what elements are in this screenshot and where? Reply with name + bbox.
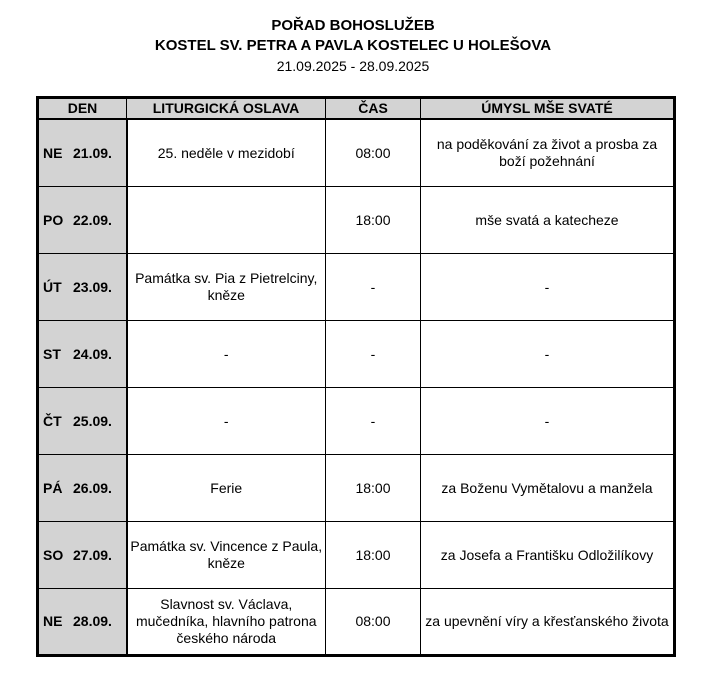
celebration-cell bbox=[126, 186, 326, 254]
day-name: NE bbox=[43, 144, 63, 161]
celebration-cell: 25. neděle v mezidobí bbox=[126, 118, 326, 187]
intention-cell: za Boženu Vymětalovu a manžela bbox=[420, 454, 675, 522]
day-cell: NE 28.09. bbox=[37, 588, 128, 656]
celebration-cell: - bbox=[126, 320, 326, 388]
day-date: 22.09. bbox=[73, 211, 112, 228]
document-header: POŘAD BOHOSLUŽEB KOSTEL SV. PETRA A PAVL… bbox=[0, 16, 706, 76]
day-date: 24.09. bbox=[73, 345, 112, 362]
day-date: 21.09. bbox=[73, 144, 112, 161]
time-cell: 18:00 bbox=[325, 186, 421, 254]
table-row: ÚT 23.09. Památka sv. Pia z Pietrelciny, k… bbox=[37, 253, 675, 321]
day-date: 26.09. bbox=[73, 479, 112, 496]
table-row: PÁ 26.09. Ferie 18:00 za Boženu Vymětalovu a… bbox=[37, 454, 675, 522]
day-name: ST bbox=[43, 345, 61, 362]
intention-cell: na poděkování za život a prosba za boží … bbox=[420, 118, 675, 187]
time-cell: - bbox=[325, 253, 421, 321]
time-cell: 18:00 bbox=[325, 521, 421, 589]
intention-cell: za Josefa a Františku Odložilíkovy bbox=[420, 521, 675, 589]
day-cell: PO 22.09. bbox=[37, 186, 128, 254]
celebration-cell: Slavnost sv. Václava, mučedníka, hlavníh… bbox=[126, 588, 326, 656]
day-name: SO bbox=[43, 546, 64, 563]
table-row: ST 24.09. - - - bbox=[37, 320, 675, 388]
header-time: ČAS bbox=[325, 97, 421, 120]
intention-cell: - bbox=[420, 253, 675, 321]
schedule-table: DEN LITURGICKÁ OSLAVA ČAS ÚMYSL MŠE SVAT… bbox=[36, 96, 676, 657]
intention-cell: - bbox=[420, 320, 675, 388]
time-cell: 18:00 bbox=[325, 454, 421, 522]
celebration-cell: Památka sv. Vincence z Paula, kněze bbox=[126, 521, 326, 589]
intention-cell: mše svatá a katecheze bbox=[420, 186, 675, 254]
day-name: ÚT bbox=[43, 278, 62, 295]
day-date: 27.09. bbox=[73, 546, 112, 563]
table-row: NE 28.09. Slavnost sv. Václava, mučedníka,… bbox=[37, 588, 675, 656]
header-row: DEN LITURGICKÁ OSLAVA ČAS ÚMYSL MŠE SVAT… bbox=[37, 97, 675, 120]
day-cell: ÚT 23.09. bbox=[37, 253, 128, 321]
header-intention: ÚMYSL MŠE SVATÉ bbox=[420, 97, 675, 120]
intention-cell: za upevnění víry a křesťanského života bbox=[420, 588, 675, 656]
day-date: 25.09. bbox=[73, 412, 112, 429]
day-name: ČT bbox=[43, 412, 62, 429]
time-cell: 08:00 bbox=[325, 118, 421, 187]
day-name: PO bbox=[43, 211, 64, 228]
day-cell: ST 24.09. bbox=[37, 320, 128, 388]
time-cell: - bbox=[325, 387, 421, 455]
celebration-cell: Památka sv. Pia z Pietrelciny, kněze bbox=[126, 253, 326, 321]
header-day: DEN bbox=[37, 97, 127, 120]
table-row: NE 21.09. 25. neděle v mezidobí 08:00 na pod… bbox=[37, 118, 675, 187]
table-row: ČT 25.09. - - - bbox=[37, 387, 675, 455]
celebration-cell: Ferie bbox=[126, 454, 326, 522]
document-title: POŘAD BOHOSLUŽEB bbox=[271, 17, 435, 34]
table-row: PO 22.09. 18:00 mše svatá a katecheze bbox=[37, 186, 675, 254]
day-cell: NE 21.09. bbox=[37, 118, 128, 187]
table-row: SO 27.09. Památka sv. Vincence z Paula, kn… bbox=[37, 521, 675, 589]
date-range: 21.09.2025 - 28.09.2025 bbox=[276, 58, 430, 74]
day-date: 28.09. bbox=[73, 613, 112, 629]
day-cell: ČT 25.09. bbox=[37, 387, 128, 455]
celebration-cell: - bbox=[126, 387, 326, 455]
church-name: KOSTEL SV. PETRA A PAVLA KOSTELEC U HOLE… bbox=[154, 37, 552, 54]
day-cell: SO 27.09. bbox=[37, 521, 128, 589]
day-cell: PÁ 26.09. bbox=[37, 454, 128, 522]
day-name: NE bbox=[43, 613, 63, 629]
day-date: 23.09. bbox=[73, 278, 112, 295]
time-cell: 08:00 bbox=[325, 588, 421, 656]
intention-cell: - bbox=[420, 387, 675, 455]
day-name: PÁ bbox=[43, 479, 63, 496]
time-cell: - bbox=[325, 320, 421, 388]
header-celebration: LITURGICKÁ OSLAVA bbox=[126, 97, 326, 120]
